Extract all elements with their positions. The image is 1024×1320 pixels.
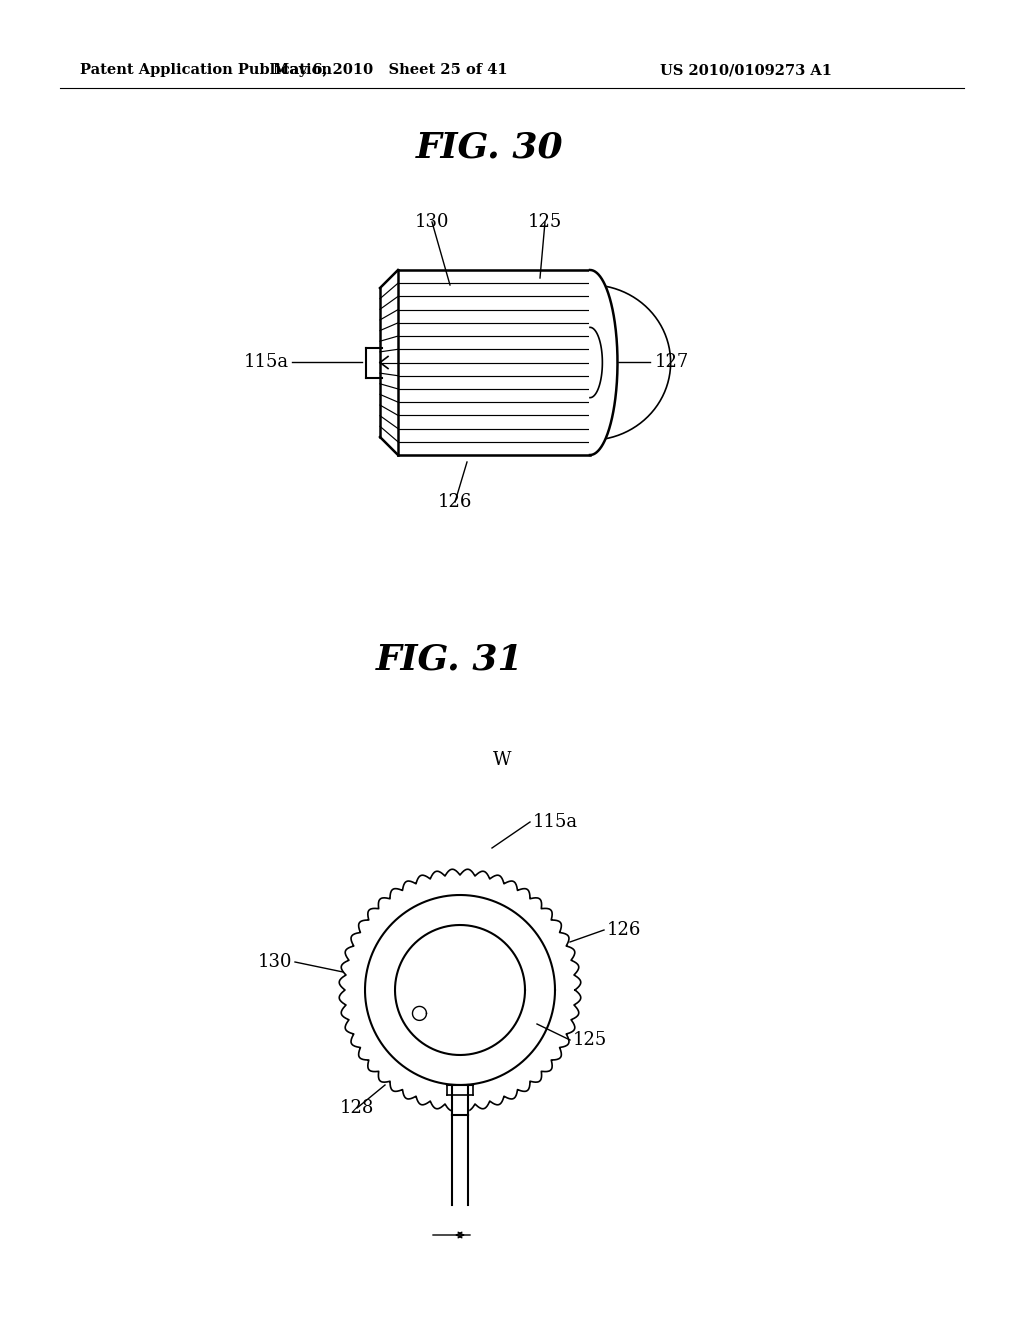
Text: FIG. 31: FIG. 31 — [376, 643, 524, 677]
Text: 125: 125 — [573, 1031, 607, 1049]
Text: 130: 130 — [257, 953, 292, 972]
Text: 115a: 115a — [534, 813, 579, 832]
Text: 125: 125 — [528, 213, 562, 231]
Text: 130: 130 — [415, 213, 450, 231]
Text: W: W — [493, 751, 512, 770]
Text: 115a: 115a — [244, 352, 289, 371]
Polygon shape — [452, 1085, 468, 1115]
Text: 127: 127 — [655, 352, 689, 371]
Text: US 2010/0109273 A1: US 2010/0109273 A1 — [660, 63, 831, 77]
Text: 128: 128 — [340, 1100, 374, 1117]
Text: 126: 126 — [438, 492, 472, 511]
Text: Patent Application Publication: Patent Application Publication — [80, 63, 332, 77]
Text: FIG. 30: FIG. 30 — [416, 131, 564, 165]
Text: 126: 126 — [607, 921, 641, 939]
Polygon shape — [590, 271, 617, 455]
Polygon shape — [339, 870, 581, 1110]
Text: May 6, 2010   Sheet 25 of 41: May 6, 2010 Sheet 25 of 41 — [272, 63, 507, 77]
